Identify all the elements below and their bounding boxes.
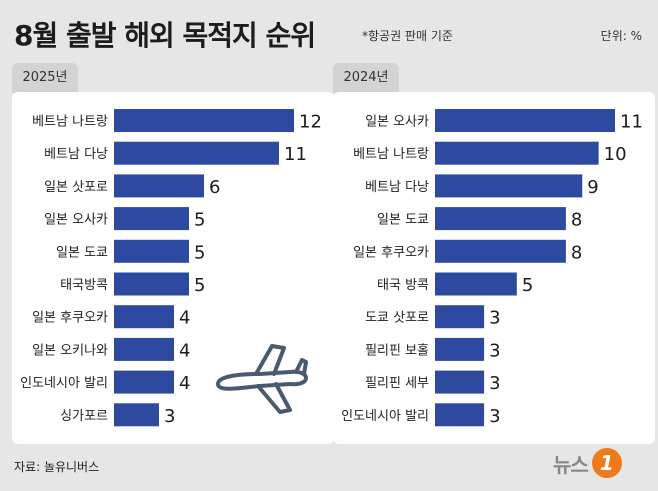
category-label: 일본 후쿠오카 (353, 245, 429, 260)
value-label: 3 (489, 373, 500, 394)
value-label: 3 (164, 406, 175, 427)
bar (435, 141, 599, 165)
airplane-icon (216, 344, 308, 414)
bar (435, 305, 485, 329)
value-label: 4 (179, 373, 190, 394)
source-label: 자료: 놀유니버스 (14, 460, 100, 474)
bar (114, 272, 189, 296)
category-label: 일본 후쿠오카 (32, 311, 108, 326)
bar (435, 109, 615, 132)
value-label: 3 (489, 406, 500, 427)
value-label: 11 (284, 144, 307, 165)
chart-title: 8월 출발 해외 목적지 순위 (14, 19, 316, 52)
category-label: 인도네시아 발리 (341, 409, 429, 424)
bar (435, 370, 485, 394)
category-label: 일본 오사카 (365, 115, 429, 130)
value-label: 5 (194, 210, 205, 231)
value-label: 10 (604, 144, 627, 165)
value-label: 4 (179, 308, 190, 329)
panel-2025: 베트남 나트랑 12 베트남 다낭 11 일본 삿포로 6 일본 오사카 5 일본 도쿄 5 태국방… (12, 92, 334, 444)
value-label: 3 (489, 308, 500, 329)
bar (114, 403, 159, 427)
value-label: 5 (194, 242, 205, 263)
category-label: 일본 오사카 (44, 213, 108, 228)
value-label: 5 (522, 275, 533, 296)
bar (114, 141, 279, 165)
bar (435, 207, 566, 231)
category-label: 필리핀 세부 (365, 376, 429, 391)
bar (114, 174, 204, 198)
value-label: 4 (179, 340, 190, 361)
bar (435, 239, 566, 263)
logo-badge: 1 (591, 448, 622, 478)
value-label: 12 (299, 112, 322, 133)
value-label: 9 (587, 177, 598, 198)
category-label: 태국방콕 (60, 278, 108, 293)
bar (114, 337, 174, 361)
footnote: *항공권 판매 기준 (362, 29, 453, 43)
category-label: 필리핀 보홀 (365, 343, 429, 358)
bar (114, 109, 294, 132)
category-label: 일본 도쿄 (56, 245, 108, 260)
bar (114, 305, 174, 329)
value-label: 6 (209, 177, 220, 198)
value-label: 5 (194, 275, 205, 296)
value-label: 8 (571, 210, 582, 231)
category-label: 일본 오키나와 (32, 343, 108, 358)
category-label: 싱가포르 (60, 409, 108, 424)
category-label: 태국 방콕 (377, 278, 429, 293)
bar (114, 239, 189, 263)
bar (435, 337, 485, 361)
bar (114, 207, 189, 231)
category-label: 베트남 다낭 (365, 180, 429, 195)
category-label: 베트남 다낭 (44, 147, 108, 162)
value-label: 8 (571, 242, 582, 263)
category-label: 도쿄 삿포로 (365, 311, 429, 326)
unit-label: 단위: % (600, 29, 642, 43)
bar (435, 272, 517, 296)
chart-2024: 일본 오사카 11 베트남 나트랑 10 베트남 다낭 9 일본 도쿄 8 일본 후쿠오카 8 태국… (341, 109, 643, 427)
value-label: 11 (620, 112, 643, 133)
category-label: 인도네시아 발리 (20, 376, 108, 391)
bar (435, 403, 485, 427)
tab-2025: 2025년 (12, 63, 78, 93)
category-label: 일본 삿포로 (44, 180, 108, 195)
chart-2025: 베트남 나트랑 12 베트남 다낭 11 일본 삿포로 6 일본 오사카 5 일본 도쿄 5 태국방… (20, 109, 322, 427)
news1-logo: 뉴스 1 (553, 448, 622, 478)
category-label: 일본 도쿄 (377, 213, 429, 228)
bar (114, 370, 174, 394)
logo-text: 뉴스 (553, 452, 589, 477)
tab-2024: 2024년 (333, 63, 399, 93)
value-label: 3 (489, 340, 500, 361)
category-label: 베트남 나트랑 (353, 147, 429, 162)
category-label: 베트남 나트랑 (32, 115, 108, 130)
bar (435, 174, 583, 198)
panel-2024: 일본 오사카 11 베트남 나트랑 10 베트남 다낭 9 일본 도쿄 8 일본 후쿠오카 8 태국… (333, 92, 655, 444)
